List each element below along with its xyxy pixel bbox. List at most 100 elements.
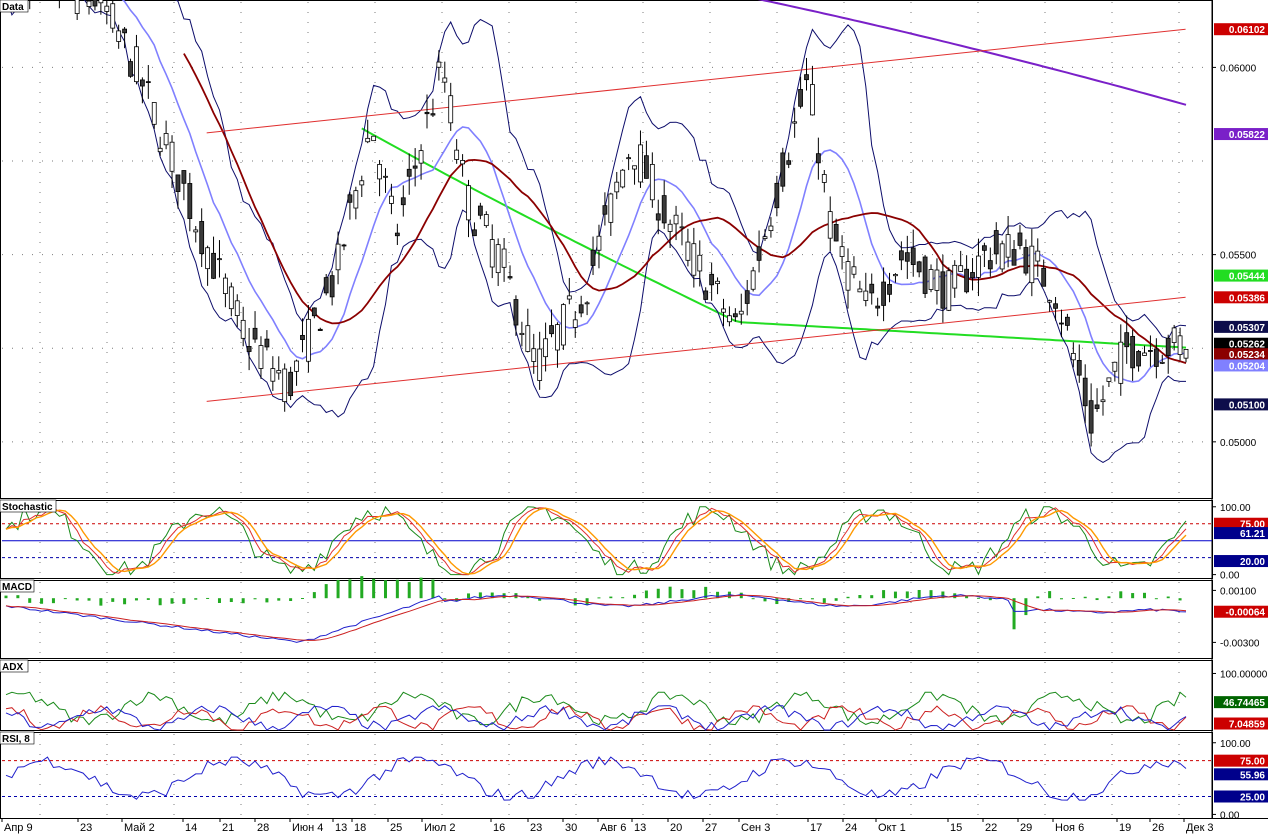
candle-body[interactable] (958, 265, 964, 272)
candle-body[interactable] (151, 102, 157, 125)
candle-body[interactable] (976, 255, 981, 278)
candle-body[interactable] (1148, 350, 1153, 352)
candle-body[interactable] (756, 246, 762, 261)
candle-body[interactable] (92, 0, 98, 7)
candle-body[interactable] (240, 319, 246, 339)
candle-body[interactable] (276, 370, 282, 374)
candle-body[interactable] (525, 325, 531, 352)
candle-body[interactable] (620, 169, 626, 188)
candle-body[interactable] (1076, 360, 1082, 376)
adx-pane[interactable] (5, 691, 1187, 731)
candle-body[interactable] (222, 277, 228, 295)
candle-body[interactable] (1136, 351, 1141, 367)
candle-body[interactable] (881, 281, 886, 306)
candle-body[interactable] (359, 180, 365, 186)
candle-body[interactable] (638, 144, 643, 183)
candle-body[interactable] (477, 205, 483, 216)
candle-body[interactable] (644, 155, 649, 179)
candle-body[interactable] (489, 239, 495, 268)
candle-body[interactable] (193, 229, 199, 233)
candle-body[interactable] (916, 261, 922, 273)
candle-body[interactable] (317, 328, 323, 331)
candle-body[interactable] (981, 245, 987, 251)
candle-body[interactable] (934, 269, 940, 291)
candle-body[interactable] (543, 338, 548, 358)
candle-body[interactable] (596, 235, 602, 251)
candle-body[interactable] (169, 141, 175, 172)
candle-body[interactable] (572, 319, 578, 328)
stochastic-pane[interactable] (2, 505, 1212, 576)
candle-body[interactable] (608, 193, 614, 223)
candle-body[interactable] (430, 113, 436, 116)
candle-body[interactable] (323, 277, 329, 294)
candle-body[interactable] (175, 174, 181, 192)
candle-body[interactable] (964, 268, 970, 293)
candle-body[interactable] (1011, 249, 1017, 266)
candle-body[interactable] (537, 348, 543, 381)
candle-body[interactable] (311, 307, 317, 317)
candle-body[interactable] (335, 243, 341, 271)
candle-body[interactable] (703, 290, 709, 300)
candle-body[interactable] (750, 270, 756, 290)
candle-body[interactable] (626, 157, 632, 160)
candle-body[interactable] (86, 0, 92, 7)
candle-body[interactable] (1005, 234, 1011, 258)
candle-body[interactable] (869, 283, 875, 294)
candle-body[interactable] (655, 213, 661, 221)
candle-body[interactable] (999, 243, 1005, 270)
candle-body[interactable] (418, 150, 424, 164)
candle-body[interactable] (614, 181, 620, 193)
candle-body[interactable] (187, 183, 193, 219)
candle-body[interactable] (898, 250, 904, 261)
candle-body[interactable] (715, 280, 720, 285)
candle-body[interactable] (163, 133, 169, 146)
rsi-pane[interactable] (2, 756, 1212, 801)
candle-body[interactable] (1065, 316, 1070, 326)
channel-line-1[interactable] (206, 296, 1186, 402)
candle-body[interactable] (632, 165, 637, 170)
candle-body[interactable] (685, 241, 691, 261)
candle-body[interactable] (839, 246, 845, 257)
candle-body[interactable] (519, 332, 525, 336)
candle-body[interactable] (560, 304, 566, 346)
candle-body[interactable] (347, 194, 353, 203)
candle-body[interactable] (851, 266, 857, 275)
candle-body[interactable] (887, 284, 892, 295)
candle-body[interactable] (1153, 348, 1159, 367)
candle-body[interactable] (501, 248, 507, 268)
candle-body[interactable] (116, 30, 122, 42)
candle-body[interactable] (821, 174, 827, 183)
candle-body[interactable] (377, 164, 382, 180)
candle-body[interactable] (697, 254, 703, 272)
candle-body[interactable] (786, 160, 792, 165)
candle-body[interactable] (98, 0, 104, 4)
candle-body[interactable] (1047, 300, 1053, 303)
candle-body[interactable] (400, 197, 406, 206)
candle-body[interactable] (810, 84, 815, 116)
candle-body[interactable] (211, 252, 216, 279)
candle-body[interactable] (383, 175, 388, 178)
candle-body[interactable] (134, 46, 139, 83)
candle-body[interactable] (904, 252, 910, 262)
candle-body[interactable] (1106, 377, 1112, 382)
candle-body[interactable] (863, 290, 869, 301)
candle-body[interactable] (845, 261, 851, 291)
candle-body[interactable] (1035, 250, 1041, 262)
candle-body[interactable] (199, 221, 205, 255)
candle-body[interactable] (952, 264, 958, 289)
candle-body[interactable] (228, 286, 234, 310)
candle-body[interactable] (667, 223, 673, 232)
candle-body[interactable] (1053, 303, 1058, 309)
candle-body[interactable] (282, 368, 288, 403)
candle-body[interactable] (472, 229, 477, 237)
candle-body[interactable] (436, 61, 442, 68)
candle-body[interactable] (104, 5, 110, 12)
candle-body[interactable] (258, 345, 264, 369)
candle-body[interactable] (1130, 336, 1136, 369)
candle-body[interactable] (875, 305, 881, 309)
candle-body[interactable] (1165, 337, 1171, 357)
candle-body[interactable] (602, 205, 608, 215)
candle-body[interactable] (495, 244, 501, 274)
candle-body[interactable] (798, 89, 803, 107)
candle-body[interactable] (294, 360, 299, 372)
